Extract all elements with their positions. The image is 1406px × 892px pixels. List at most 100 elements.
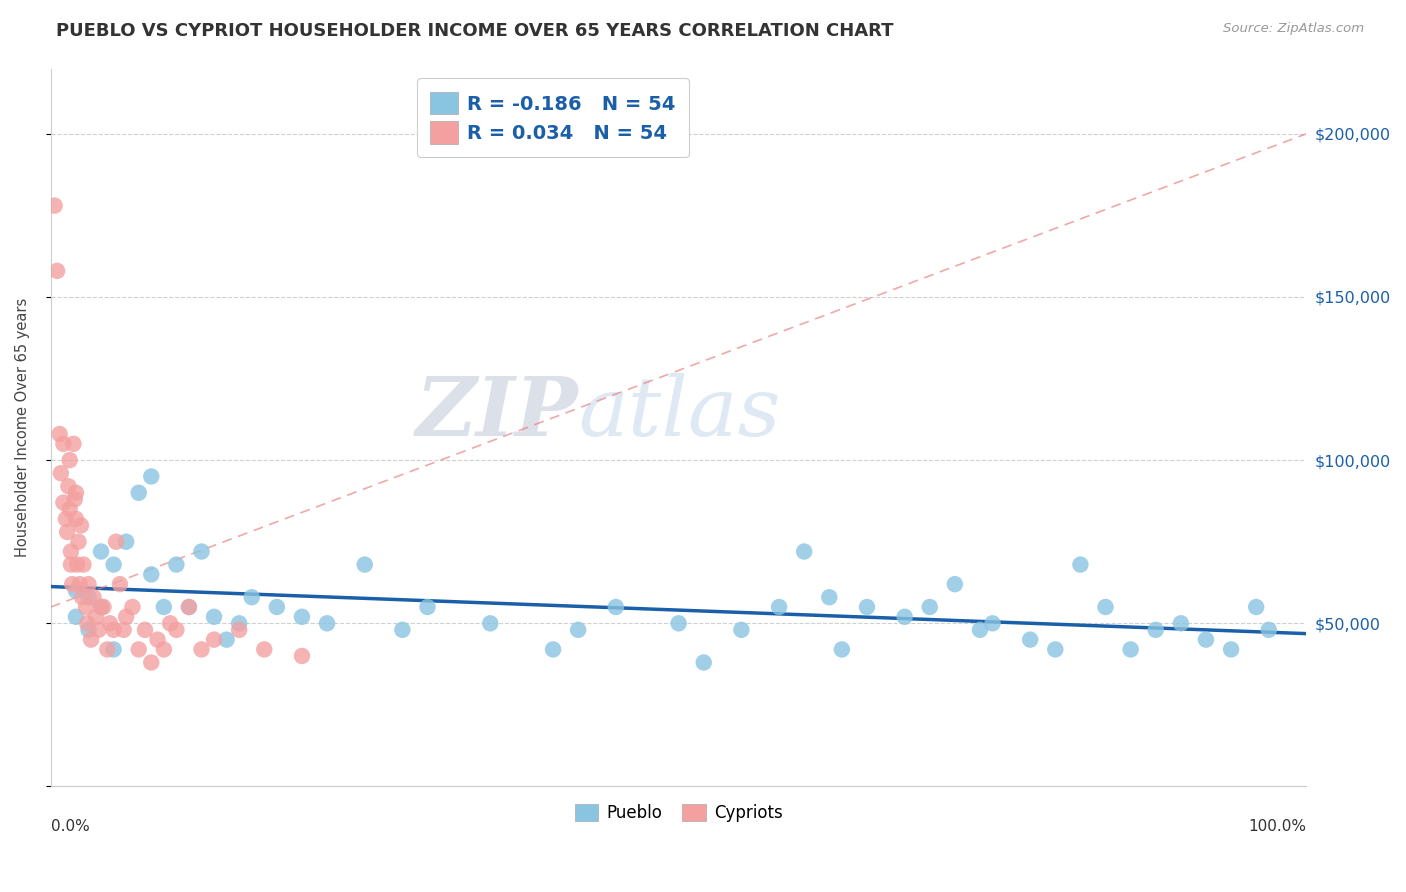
Point — [291, 648, 314, 663]
Point — [1220, 642, 1243, 657]
Point — [90, 599, 112, 614]
Point — [77, 577, 100, 591]
Point — [105, 534, 128, 549]
Point — [416, 599, 439, 614]
Point — [108, 577, 131, 591]
Point — [1019, 632, 1042, 647]
Point — [103, 558, 125, 572]
Point — [228, 623, 250, 637]
Point — [55, 512, 77, 526]
Point — [228, 616, 250, 631]
Point — [159, 616, 181, 631]
Point — [266, 599, 288, 614]
Point — [202, 609, 225, 624]
Point — [90, 599, 112, 614]
Point — [46, 264, 69, 278]
Point — [65, 583, 87, 598]
Point — [177, 599, 200, 614]
Point — [65, 485, 87, 500]
Point — [668, 616, 690, 631]
Point — [141, 469, 163, 483]
Point — [165, 623, 187, 637]
Point — [56, 524, 79, 539]
Point — [969, 623, 991, 637]
Point — [981, 616, 1004, 631]
Point — [943, 577, 966, 591]
Point — [70, 591, 93, 605]
Point — [818, 591, 841, 605]
Point — [730, 623, 752, 637]
Point — [177, 599, 200, 614]
Point — [44, 198, 66, 212]
Point — [62, 437, 84, 451]
Point — [76, 616, 98, 631]
Point — [856, 599, 879, 614]
Point — [72, 558, 94, 572]
Point — [253, 642, 276, 657]
Point — [202, 632, 225, 647]
Point — [103, 623, 125, 637]
Point — [75, 599, 97, 614]
Point — [893, 609, 915, 624]
Point — [153, 599, 176, 614]
Point — [70, 518, 93, 533]
Point — [52, 437, 75, 451]
Point — [49, 466, 72, 480]
Point — [541, 642, 564, 657]
Point — [1170, 616, 1192, 631]
Text: 100.0%: 100.0% — [1249, 819, 1306, 834]
Point — [83, 591, 105, 605]
Point — [1244, 599, 1267, 614]
Point — [58, 479, 80, 493]
Point — [567, 623, 589, 637]
Point — [353, 558, 375, 572]
Point — [141, 656, 163, 670]
Point — [128, 642, 150, 657]
Point — [87, 623, 110, 637]
Point — [115, 534, 138, 549]
Point — [1195, 632, 1218, 647]
Text: ZIP: ZIP — [416, 373, 578, 453]
Point — [69, 577, 91, 591]
Point — [153, 642, 176, 657]
Point — [1094, 599, 1116, 614]
Point — [96, 642, 118, 657]
Text: 0.0%: 0.0% — [51, 819, 90, 834]
Point — [291, 609, 314, 624]
Point — [1119, 642, 1142, 657]
Point — [115, 609, 138, 624]
Point — [67, 534, 90, 549]
Point — [98, 616, 121, 631]
Point — [768, 599, 790, 614]
Point — [80, 632, 103, 647]
Point — [605, 599, 627, 614]
Point — [103, 642, 125, 657]
Point — [1144, 623, 1167, 637]
Point — [240, 591, 263, 605]
Point — [52, 495, 75, 509]
Point — [918, 599, 941, 614]
Point — [1069, 558, 1091, 572]
Point — [60, 577, 83, 591]
Point — [59, 502, 82, 516]
Point — [793, 544, 815, 558]
Point — [65, 512, 87, 526]
Point — [141, 567, 163, 582]
Point — [190, 544, 212, 558]
Point — [316, 616, 339, 631]
Legend: Pueblo, Cypriots: Pueblo, Cypriots — [568, 797, 789, 829]
Point — [63, 492, 86, 507]
Point — [59, 453, 82, 467]
Point — [391, 623, 413, 637]
Point — [146, 632, 169, 647]
Point — [165, 558, 187, 572]
Text: PUEBLO VS CYPRIOT HOUSEHOLDER INCOME OVER 65 YEARS CORRELATION CHART: PUEBLO VS CYPRIOT HOUSEHOLDER INCOME OVE… — [56, 22, 894, 40]
Point — [66, 558, 89, 572]
Point — [77, 623, 100, 637]
Point — [90, 544, 112, 558]
Point — [190, 642, 212, 657]
Point — [77, 591, 100, 605]
Point — [1045, 642, 1067, 657]
Point — [831, 642, 853, 657]
Y-axis label: Householder Income Over 65 years: Householder Income Over 65 years — [15, 298, 30, 558]
